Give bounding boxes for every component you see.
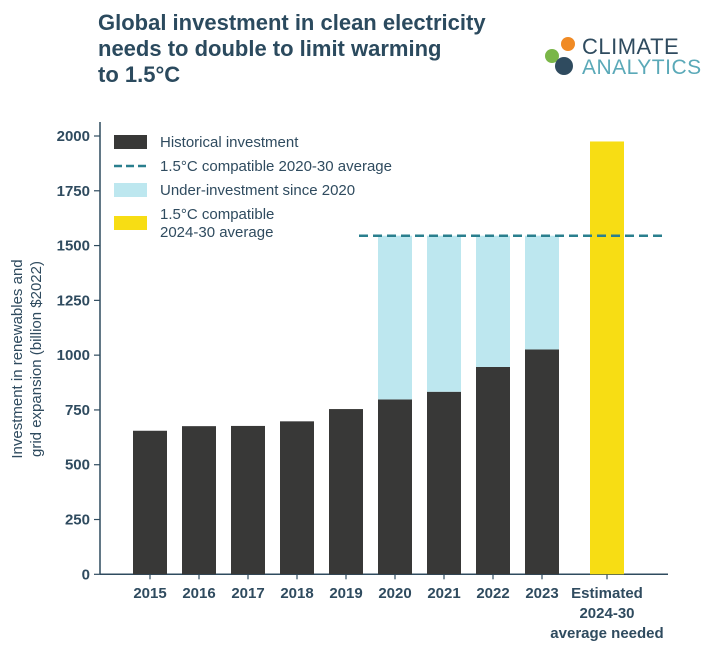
legend-label: 2024-30 average [160, 224, 273, 241]
x-tick-label: 2015 [133, 585, 166, 602]
legend-label: Historical investment [160, 134, 299, 151]
x-tick-label: 2019 [329, 585, 362, 602]
x-tick-label: average needed [550, 625, 663, 642]
bar-historical-2017 [231, 425, 265, 575]
bar-historical-2019 [329, 409, 363, 575]
title-line-1: Global investment in clean electricity [98, 10, 486, 35]
x-tick-label: 2023 [525, 585, 558, 602]
bar-under-investment-2022 [476, 235, 510, 367]
y-tick-label: 2000 [57, 128, 90, 145]
title-line-2: needs to double to limit warming [98, 36, 442, 61]
globe-icon [545, 37, 575, 75]
bar-historical-2020 [378, 399, 412, 575]
climate-analytics-logo: CLIMATE ANALYTICS [540, 34, 702, 84]
legend-swatch [114, 183, 147, 197]
legend-swatch [114, 216, 147, 230]
y-tick-label: 1500 [57, 238, 90, 255]
legend-swatch [114, 135, 147, 149]
y-tick-label: 0 [82, 566, 90, 583]
bar-historical-2018 [280, 421, 314, 575]
logo-text-climate: CLIMATE [582, 34, 680, 59]
legend-label: Under-investment since 2020 [160, 182, 355, 199]
x-tick-label: 2024-30 [579, 605, 634, 622]
bar-historical-2021 [427, 391, 461, 575]
y-tick-label: 750 [65, 402, 90, 419]
bar-historical-2015 [133, 430, 167, 575]
bar-under-investment-2020 [378, 235, 412, 400]
bar-historical-2016 [182, 426, 216, 575]
bar-under-investment-2023 [525, 235, 559, 350]
y-tick-label: 1000 [57, 347, 90, 364]
y-tick-label: 1250 [57, 292, 90, 309]
bar-historical-2023 [525, 349, 559, 575]
bar-needed-2024-30 [590, 141, 624, 575]
bar-under-investment-2021 [427, 235, 461, 392]
bar-historical-2022 [476, 366, 510, 575]
x-tick-label: 2020 [378, 585, 411, 602]
legend-label: 1.5°C compatible [160, 206, 274, 223]
y-tick-label: 250 [65, 512, 90, 529]
x-tick-label: 2017 [231, 585, 264, 602]
x-tick-label: 2022 [476, 585, 509, 602]
x-tick-label: 2018 [280, 585, 313, 602]
logo-text-analytics: ANALYTICS [582, 56, 702, 79]
x-tick-label: 2021 [427, 585, 460, 602]
title-line-3: to 1.5°C [98, 62, 181, 87]
chart-title: Global investment in clean electricity n… [98, 10, 486, 88]
x-tick-label: Estimated [571, 585, 643, 602]
y-tick-label: 1750 [57, 183, 90, 200]
legend-label: 1.5°C compatible 2020-30 average [160, 158, 392, 175]
y-tick-label: 500 [65, 457, 90, 474]
x-tick-label: 2016 [182, 585, 215, 602]
